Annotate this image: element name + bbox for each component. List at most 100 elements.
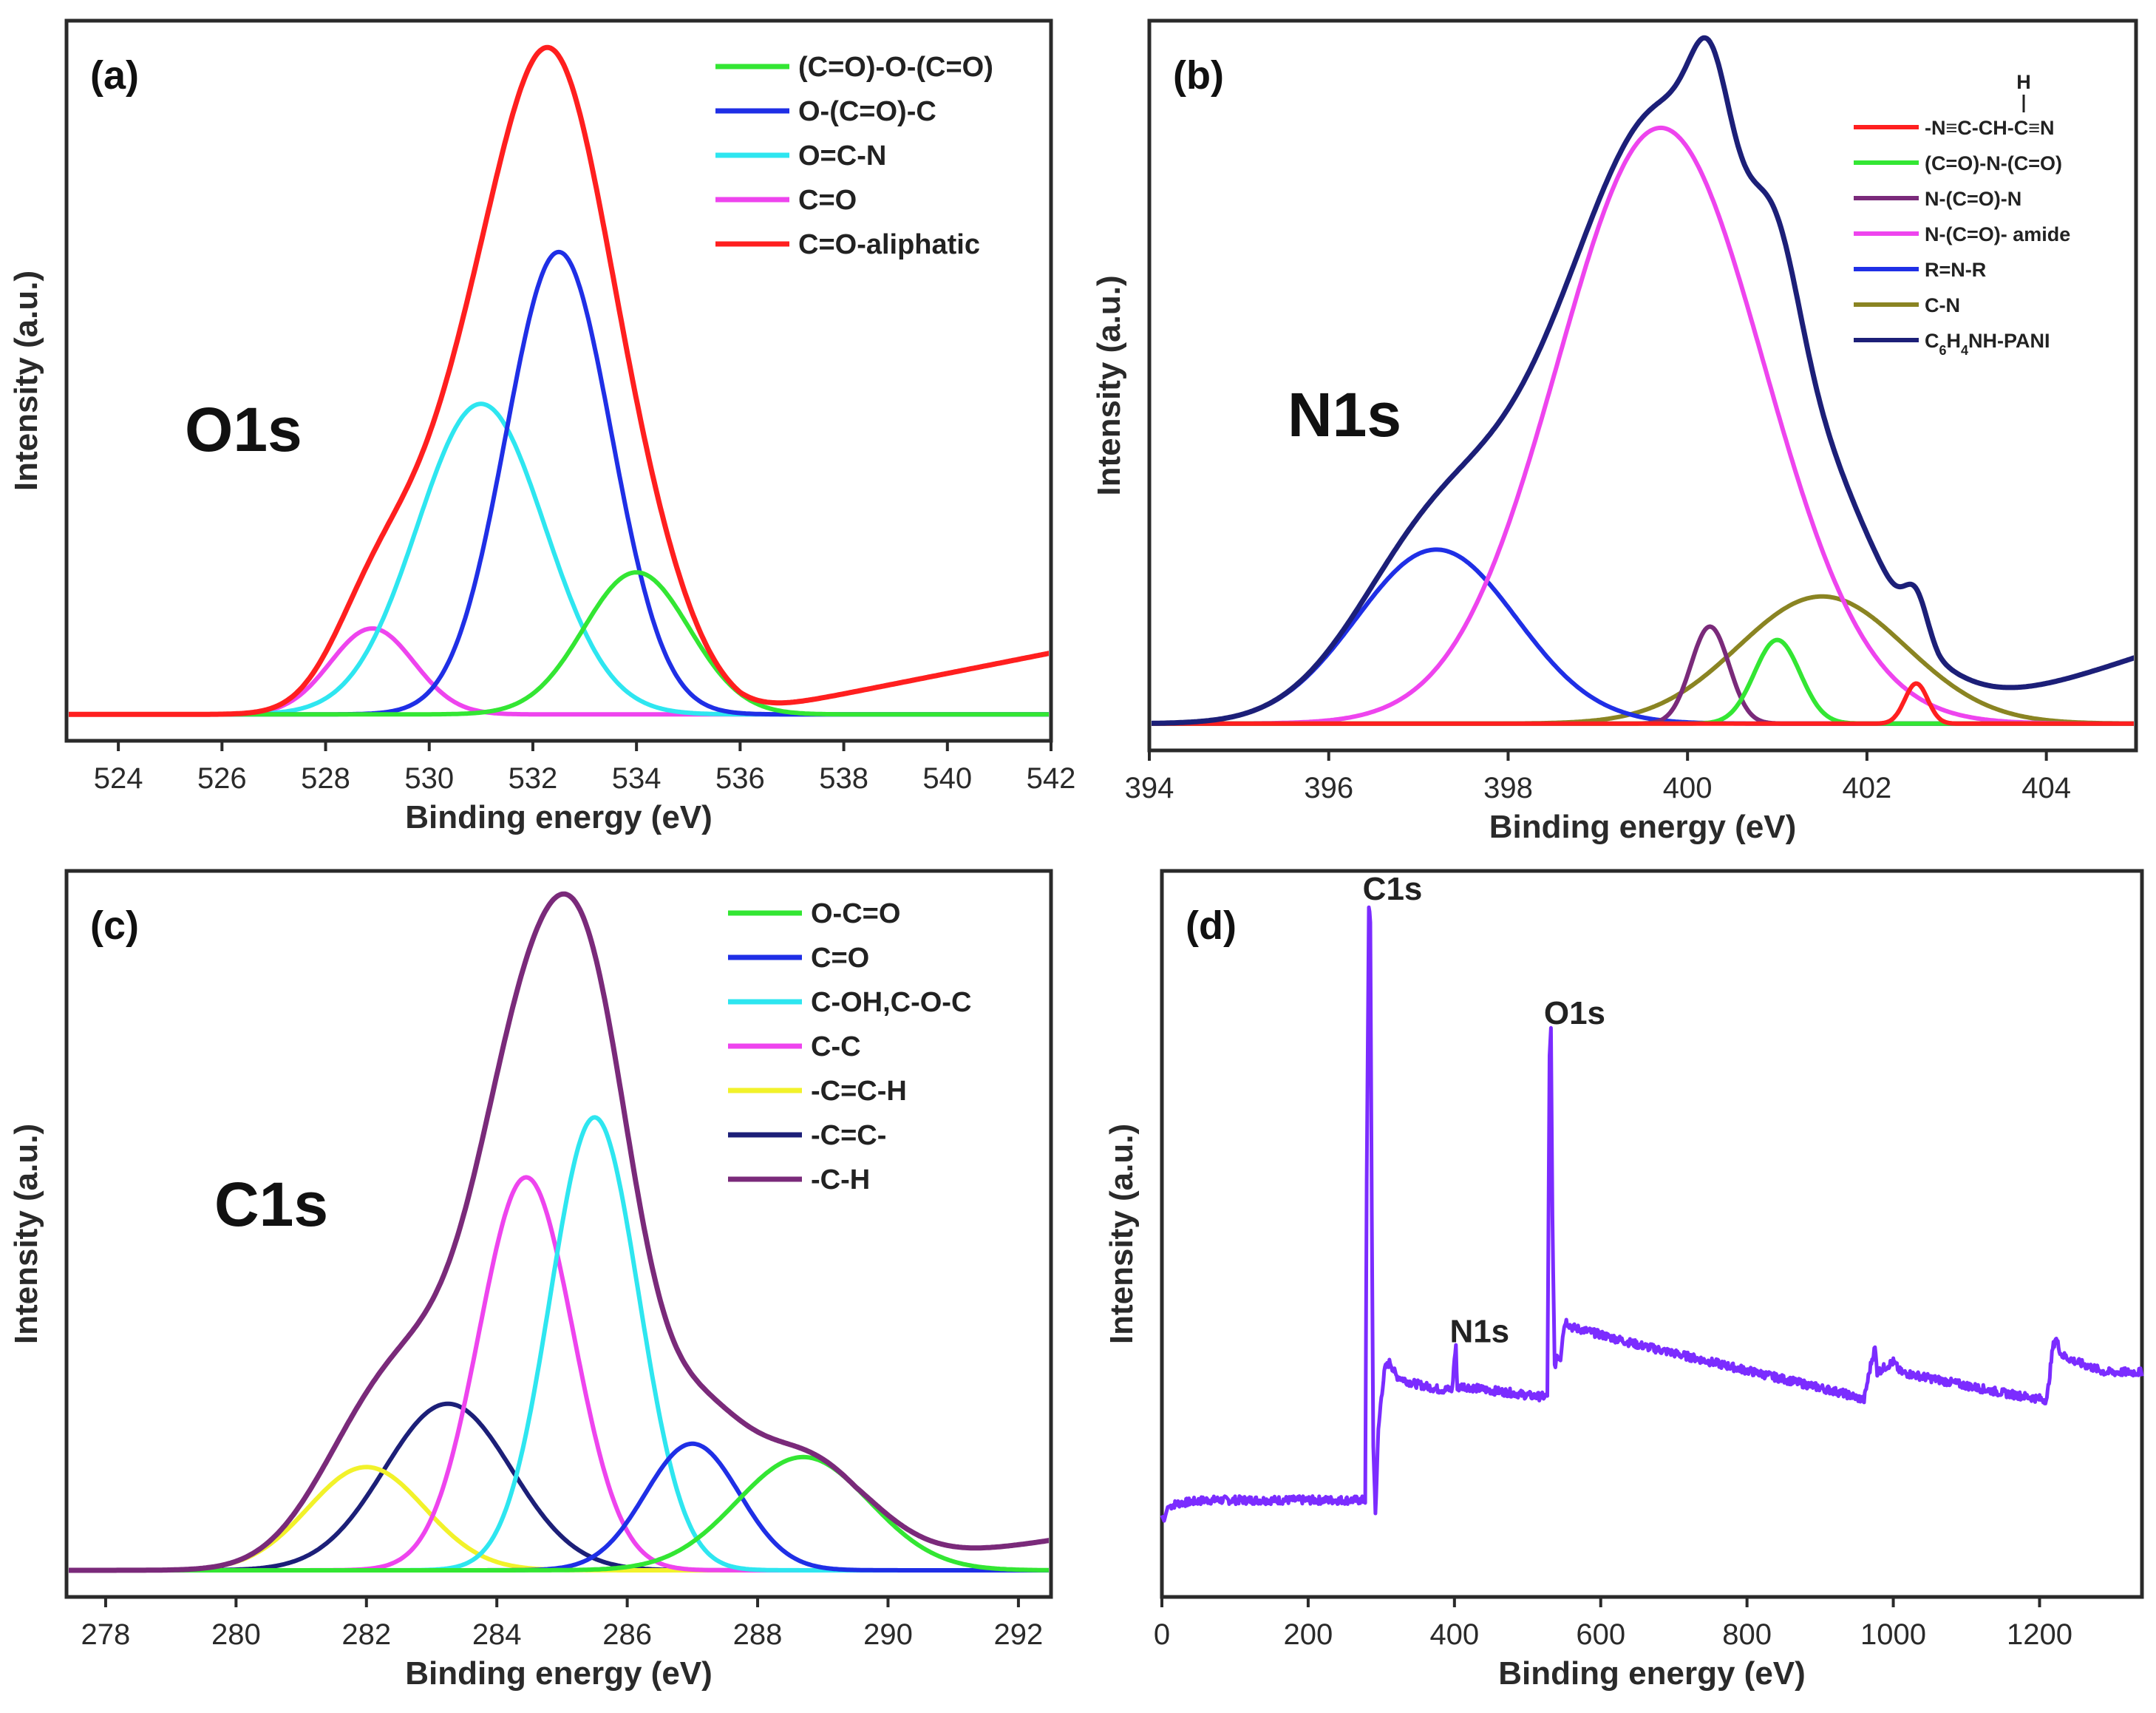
legend-item: N-(C=O)- amide — [1854, 223, 2070, 245]
x-axis-ticks: 524 526 528 530 532 534 536 538 540 542 — [94, 741, 1076, 795]
x-axis-ticks: 278 280 282 284 286 288 290 292 — [81, 1597, 1044, 1651]
legend-label: (C=O)-O-(C=O) — [798, 52, 993, 83]
panel-a: 524 526 528 530 532 534 536 538 540 542 Binding en… — [8, 18, 1076, 835]
x-axis-label: Binding energy (eV) — [1489, 809, 1797, 845]
panel-label: (d) — [1186, 903, 1237, 948]
x-tick-label: 398 — [1483, 772, 1533, 804]
plot-area — [1152, 35, 2134, 726]
legend-label: C6H4NH-PANI — [1925, 330, 2050, 358]
x-tick-label: 0 — [1154, 1618, 1170, 1651]
component-curve-o-c-o-c — [69, 249, 1049, 717]
envelope-curve-c6h4nh-pani — [1152, 35, 2134, 726]
legend-label: C-N — [1925, 294, 1960, 316]
legend-item: C-C — [728, 1031, 861, 1062]
x-tick-label: 396 — [1304, 772, 1353, 804]
x-tick-label: 288 — [733, 1618, 783, 1651]
x-tick-label: 536 — [715, 762, 765, 795]
x-axis-label: Binding energy (eV) — [405, 1655, 713, 1692]
legend-item: C=O-aliphatic — [715, 229, 980, 260]
legend-item: C-N — [1854, 294, 1960, 316]
x-axis-ticks: 394 396 398 400 402 404 — [1125, 750, 2071, 804]
x-tick-label: 290 — [863, 1618, 913, 1651]
plot-frame — [1160, 869, 2144, 1599]
x-tick-label: 532 — [509, 762, 558, 795]
x-tick-label: 400 — [1429, 1618, 1479, 1651]
legend-label: N-(C=O)-N — [1925, 188, 2021, 210]
x-axis-ticks: 0 200 400 600 800 1000 1200 — [1154, 1597, 2072, 1651]
plot-frame — [1147, 18, 2138, 753]
y-axis-label: Intensity (a.u.) — [8, 271, 44, 491]
x-tick-label: 538 — [819, 762, 868, 795]
plot-frame — [64, 869, 1053, 1599]
x-tick-label: 530 — [404, 762, 454, 795]
survey-spectrum — [1160, 905, 2144, 1523]
x-tick-label: 600 — [1576, 1618, 1625, 1651]
legend-item: N-(C=O)-N — [1854, 188, 2021, 210]
x-tick-label: 200 — [1284, 1618, 1333, 1651]
x-tick-label: 394 — [1125, 772, 1174, 804]
legend-label: (C=O)-N-(C=O) — [1925, 152, 2062, 174]
legend-label: C-C — [811, 1031, 861, 1062]
x-tick-label: 524 — [94, 762, 143, 795]
component-curve-c-o — [69, 626, 1049, 717]
x-tick-label: 280 — [211, 1618, 261, 1651]
legend-label: -N≡C-CH-C≡N — [1925, 117, 2054, 139]
component-curve-o-c-o — [69, 1454, 1049, 1573]
plot-area — [69, 891, 1049, 1573]
panel-b: 394 396 398 400 402 404 Binding energy (eV) Int… — [1091, 18, 2138, 845]
legend-item: -C=C- — [728, 1120, 886, 1151]
legend-item: (C=O)-N-(C=O) — [1854, 152, 2062, 174]
legend-item: C=O — [715, 185, 857, 216]
legend: H -N≡C-CH-C≡N (C=O)-N-(C=O) N-(C=O)-N N-(C=O… — [1854, 71, 2070, 358]
component-curve-r-n-r — [1152, 547, 2134, 726]
legend-label: O-C=O — [811, 898, 900, 929]
peak-label-c1s: C1s — [1363, 871, 1423, 907]
x-tick-label: 528 — [301, 762, 350, 795]
legend-label: C=O-aliphatic — [798, 229, 980, 260]
x-tick-label: 404 — [2021, 772, 2071, 804]
legend-label: O=C-N — [798, 140, 886, 172]
core-level-label: C1s — [214, 1170, 328, 1239]
legend-label: -C=C- — [811, 1120, 886, 1151]
x-tick-label: 292 — [994, 1618, 1044, 1651]
legend-item: (C=O)-O-(C=O) — [715, 52, 993, 83]
legend-label: C=O — [811, 943, 869, 974]
legend-item: C6H4NH-PANI — [1854, 330, 2050, 358]
legend-item: O-C=O — [728, 898, 900, 929]
component-curve-c-n — [1152, 594, 2134, 726]
peak-labels: C1s N1s O1s — [1363, 871, 1605, 1350]
panel-d: 0 200 400 600 800 1000 1200 Binding energy (eV)… — [1103, 869, 2144, 1692]
x-tick-label: 286 — [602, 1618, 652, 1651]
legend-item: C=O — [728, 943, 869, 974]
legend-item: O-(C=O)-C — [715, 96, 936, 127]
legend-label: C-OH,C-O-C — [811, 987, 971, 1018]
x-axis-label: Binding energy (eV) — [405, 799, 713, 835]
legend-label: C=O — [798, 185, 857, 216]
x-tick-label: 1000 — [1860, 1618, 1926, 1651]
y-axis-label: Intensity (a.u.) — [8, 1124, 44, 1344]
legend-item: -C=C-H — [728, 1076, 907, 1107]
x-tick-label: 526 — [197, 762, 247, 795]
x-tick-label: 534 — [612, 762, 662, 795]
legend-item: -N≡C-CH-C≡N — [1854, 117, 2054, 139]
panel-label: (a) — [90, 53, 139, 98]
x-tick-label: 800 — [1722, 1618, 1772, 1651]
legend-label: N-(C=O)- amide — [1925, 223, 2070, 245]
core-level-label: O1s — [185, 395, 302, 464]
component-curve-c-o — [69, 1441, 1049, 1573]
component-curve-c-c-h — [69, 1465, 1049, 1573]
core-level-label: N1s — [1288, 380, 1401, 450]
component-curve-c-c — [69, 1401, 1049, 1573]
x-tick-label: 542 — [1027, 762, 1076, 795]
legend-label: -C-H — [811, 1164, 870, 1195]
peak-label-n1s: N1s — [1449, 1313, 1509, 1349]
x-tick-label: 540 — [922, 762, 972, 795]
y-axis-label: Intensity (a.u.) — [1103, 1124, 1140, 1344]
plot-area — [69, 44, 1049, 717]
envelope-curve-c-h — [69, 891, 1049, 1573]
x-tick-label: 400 — [1663, 772, 1713, 804]
x-tick-label: 282 — [341, 1618, 391, 1651]
panel-label: (c) — [90, 903, 139, 948]
panel-label: (b) — [1173, 53, 1224, 98]
